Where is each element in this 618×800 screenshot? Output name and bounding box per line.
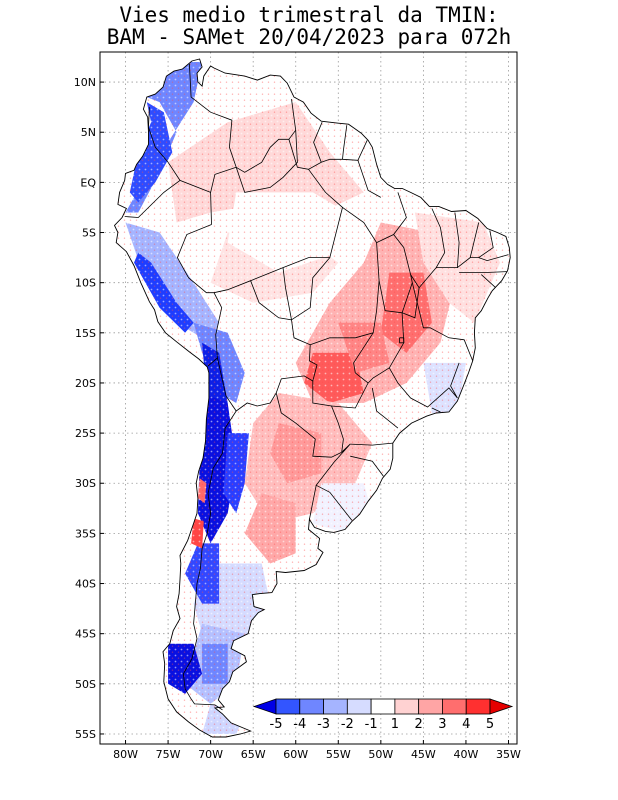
- border-line: [315, 443, 353, 521]
- colorbar-legend: -5 -4 -3 -2 -1 1 2 3 4 5: [252, 698, 514, 732]
- border-line: [331, 382, 369, 409]
- x-tick-label: 35W: [496, 748, 521, 761]
- border-line: [342, 125, 348, 160]
- colorbar-swatch: [489, 698, 514, 715]
- y-tick-label: 55S: [75, 728, 96, 741]
- border-line: [353, 312, 405, 384]
- colorbar-swatch: [442, 698, 467, 715]
- border-line: [176, 224, 223, 367]
- y-tick-label: 30S: [75, 477, 96, 490]
- x-tick-label: 40W: [454, 748, 479, 761]
- border-line: [436, 212, 460, 268]
- border-line: [148, 107, 169, 163]
- border-line: [431, 407, 441, 413]
- y-tick-label: 5S: [82, 227, 96, 240]
- colorbar-swatch: [346, 698, 372, 715]
- colorbar-swatch: [394, 698, 420, 715]
- colorbar-swatch: [370, 698, 396, 715]
- border-line: [411, 282, 474, 362]
- border-line: [275, 381, 344, 458]
- x-tick-label: 70W: [198, 748, 223, 761]
- map-title-line-1: Vies medio trimestral da TMIN:: [119, 3, 499, 27]
- colorbar-label: 2: [415, 717, 423, 732]
- y-tick-label: 45S: [75, 628, 96, 641]
- colorbar-swatch: [299, 698, 324, 715]
- border-line: [235, 130, 298, 193]
- y-tick-label: 20S: [75, 377, 96, 390]
- x-tick-label: 55W: [326, 748, 351, 761]
- y-tick-label: 10N: [74, 76, 96, 89]
- y-tick-label: 10S: [75, 277, 96, 290]
- colorbar-swatch: [418, 698, 443, 715]
- border-line: [182, 410, 237, 711]
- border-line: [350, 455, 384, 477]
- colorbar-label: -4: [293, 717, 306, 732]
- country-borders: [124, 63, 509, 711]
- border-line: [459, 271, 507, 273]
- y-tick-label: 5N: [81, 126, 96, 139]
- colorbar-label: 1: [391, 717, 399, 732]
- border-line: [376, 192, 407, 243]
- border-line: [470, 230, 494, 258]
- border-line: [371, 387, 399, 429]
- border-line: [388, 367, 458, 408]
- colorbar-label: -1: [365, 717, 378, 732]
- colorbar-swatch: [323, 698, 348, 715]
- colorbar-label: 3: [438, 717, 446, 732]
- colorbar-label: 4: [462, 717, 470, 732]
- border-line: [478, 254, 509, 262]
- y-tick-label: 50S: [75, 678, 96, 691]
- x-tick-label: 65W: [241, 748, 266, 761]
- colorbar-swatch: [252, 698, 277, 715]
- border-line: [450, 362, 460, 399]
- latitude-ticks: 10N 5N EQ 5S 10S 15S 20S 25S 30S 35S 40S 45S 50S 55S: [74, 76, 104, 741]
- y-tick-label: 15S: [75, 327, 96, 340]
- x-tick-label: 75W: [156, 748, 181, 761]
- border-line: [309, 485, 317, 520]
- border-line: [357, 160, 381, 198]
- border-line: [288, 99, 368, 170]
- longitude-ticks: 80W 75W 70W 65W 60W 55W 50W 45W 40W 35W: [113, 740, 521, 761]
- border-line: [399, 337, 405, 344]
- x-tick-label: 80W: [113, 748, 138, 761]
- border-line: [401, 287, 420, 319]
- coastline: [113, 58, 511, 738]
- y-tick-label: EQ: [80, 176, 96, 189]
- border-line: [313, 122, 323, 163]
- x-tick-label: 45W: [411, 748, 436, 761]
- map-title-line-2: BAM - SAMet 20/04/2023 para 072h: [106, 25, 512, 49]
- border-line: [124, 180, 181, 218]
- border-line: [291, 257, 331, 321]
- colorbar-label: -5: [270, 717, 283, 732]
- x-tick-label: 50W: [368, 748, 393, 761]
- border-line: [310, 207, 380, 346]
- border-line: [189, 63, 237, 225]
- border-line: [481, 274, 496, 288]
- y-tick-label: 25S: [75, 427, 96, 440]
- colorbar-swatch: [465, 698, 491, 715]
- y-tick-label: 35S: [75, 527, 96, 540]
- border-line: [235, 138, 289, 173]
- map-frame: [99, 51, 518, 745]
- x-tick-label: 60W: [283, 748, 308, 761]
- colorbar-label: -2: [341, 717, 354, 732]
- border-line: [282, 267, 292, 320]
- y-tick-label: 40S: [75, 578, 96, 591]
- border-line: [350, 442, 393, 446]
- colorbar-label: -3: [317, 717, 330, 732]
- border-line: [410, 208, 446, 289]
- colorbar-label: 5: [486, 717, 494, 732]
- colorbar-swatch: [275, 698, 301, 715]
